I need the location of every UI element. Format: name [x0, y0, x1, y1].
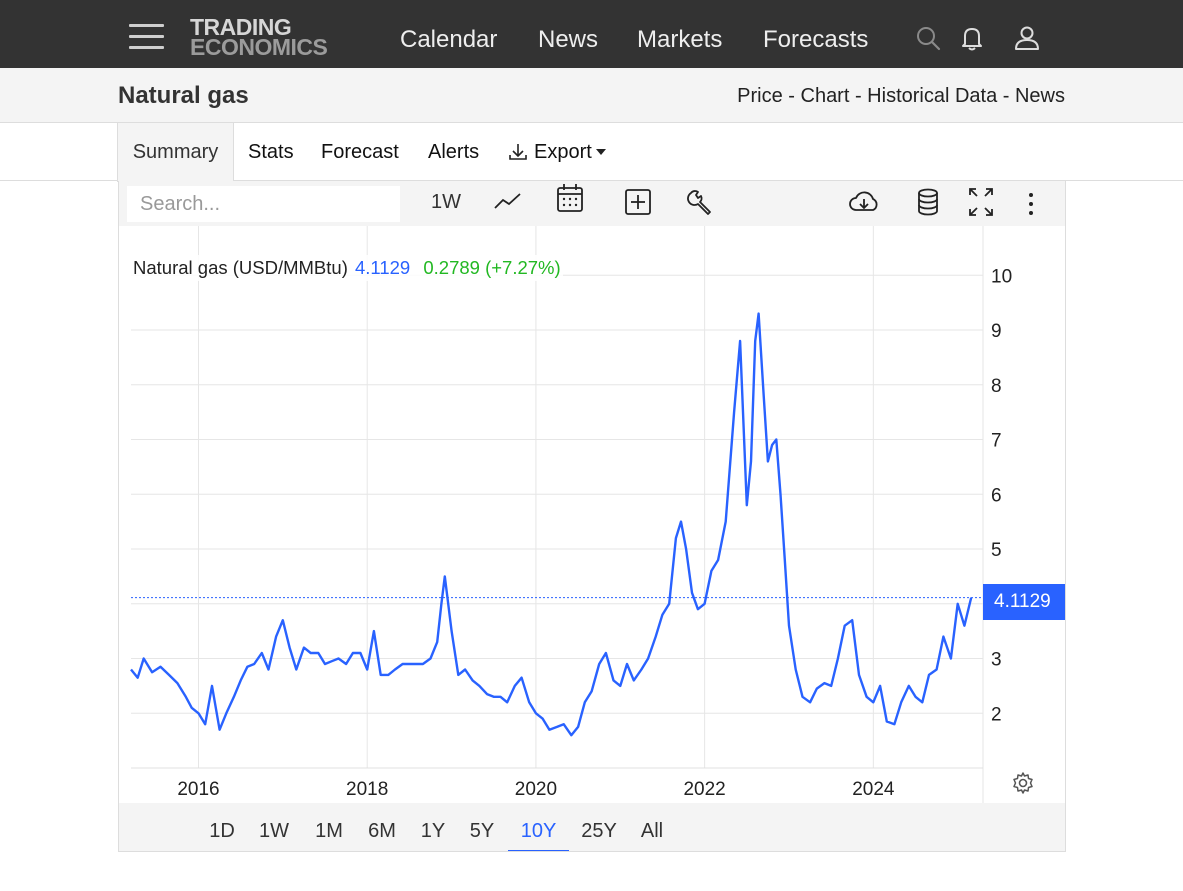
nav-news[interactable]: News — [538, 26, 599, 53]
logo-line-1: TRADING — [190, 14, 292, 40]
page-title: Natural gas — [118, 82, 249, 109]
range-1d[interactable]: 1D — [209, 820, 235, 842]
y-tick-label: 9 — [991, 321, 1002, 342]
fullscreen-icon[interactable] — [967, 185, 995, 219]
line-chart-icon[interactable] — [493, 185, 523, 219]
x-tick-label: 2018 — [346, 779, 388, 800]
y-tick-label: 3 — [991, 650, 1002, 671]
symbol-search-input[interactable] — [127, 186, 400, 222]
tab-alerts[interactable]: Alerts — [428, 141, 480, 163]
range-5y[interactable]: 5Y — [469, 820, 495, 842]
tab-stats[interactable]: Stats — [248, 141, 294, 163]
range-all[interactable]: All — [640, 820, 664, 842]
search-icon[interactable] — [914, 24, 942, 52]
page-header: Natural gas Price - Chart - Historical D… — [0, 68, 1183, 123]
interval-button[interactable]: 1W — [431, 190, 461, 213]
y-tick-label: 5 — [991, 540, 1002, 561]
range-10y[interactable]: 10Y — [508, 803, 569, 851]
top-navigation-bar: TRADING ECONOMICS Calendar News Markets … — [0, 0, 1183, 68]
chart-toolbar: 1W — [119, 181, 1065, 226]
x-tick-label: 2024 — [852, 779, 895, 800]
legend-change: 0.2789 (+7.27%) — [423, 257, 561, 278]
range-1y[interactable]: 1Y — [420, 820, 446, 842]
price-chart[interactable]: 234567891020162018202020222024 Natural g… — [119, 226, 1065, 803]
x-tick-label: 2022 — [683, 779, 725, 800]
chart-settings-gear-icon[interactable] — [1011, 771, 1035, 795]
logo-line-2: ECONOMICS — [190, 34, 328, 60]
more-vertical-icon[interactable] — [1023, 185, 1039, 219]
user-icon[interactable] — [1013, 24, 1041, 52]
nav-forecasts[interactable]: Forecasts — [763, 26, 869, 53]
y-tick-label: 7 — [991, 431, 1002, 452]
y-tick-label: 6 — [991, 485, 1002, 506]
range-1w[interactable]: 1W — [259, 820, 289, 842]
tab-export-label: Export — [534, 141, 592, 163]
range-6m[interactable]: 6M — [368, 820, 396, 842]
caret-down-icon — [595, 149, 606, 155]
range-25y[interactable]: 25Y — [581, 820, 617, 842]
bell-icon[interactable] — [958, 24, 986, 52]
tabs-bar: Summary Stats Forecast Alerts Export — [0, 123, 1183, 182]
x-tick-label: 2016 — [177, 779, 219, 800]
add-indicator-icon[interactable] — [624, 185, 652, 219]
page-subnav-links[interactable]: Price - Chart - Historical Data - News — [737, 85, 1065, 107]
time-range-bar: 1D 1W 1M 6M 1Y 5Y 10Y 25Y All — [119, 803, 1065, 851]
x-tick-label: 2020 — [515, 779, 557, 800]
nav-calendar[interactable]: Calendar — [400, 26, 498, 53]
series-line-natural-gas — [130, 312, 973, 737]
tab-forecast[interactable]: Forecast — [321, 141, 399, 163]
chart-panel: 1W — [118, 181, 1066, 852]
nav-markets[interactable]: Markets — [637, 26, 723, 53]
y-tick-label: 2 — [991, 704, 1002, 725]
range-1m[interactable]: 1M — [315, 820, 343, 842]
trading-economics-logo[interactable]: TRADING ECONOMICS — [190, 14, 328, 60]
last-price-label: 4.1129 — [983, 584, 1065, 620]
tab-export[interactable]: Export — [507, 123, 607, 181]
legend-series-name: Natural gas (USD/MMBtu) — [133, 257, 348, 278]
cloud-download-icon[interactable] — [847, 185, 881, 219]
chart-legend: Natural gas (USD/MMBtu) 4.1129 0.2789 (+… — [131, 255, 563, 281]
legend-last-value: 4.1129 — [355, 257, 411, 278]
y-tick-label: 10 — [991, 266, 1012, 287]
database-icon[interactable] — [916, 185, 940, 219]
wrench-icon[interactable] — [686, 185, 714, 219]
calendar-icon[interactable] — [556, 181, 584, 215]
tab-summary[interactable]: Summary — [117, 123, 234, 182]
download-icon — [509, 144, 527, 160]
y-tick-label: 8 — [991, 376, 1002, 397]
price-chart-svg: 234567891020162018202020222024 — [130, 226, 1012, 803]
menu-icon[interactable] — [129, 24, 164, 50]
